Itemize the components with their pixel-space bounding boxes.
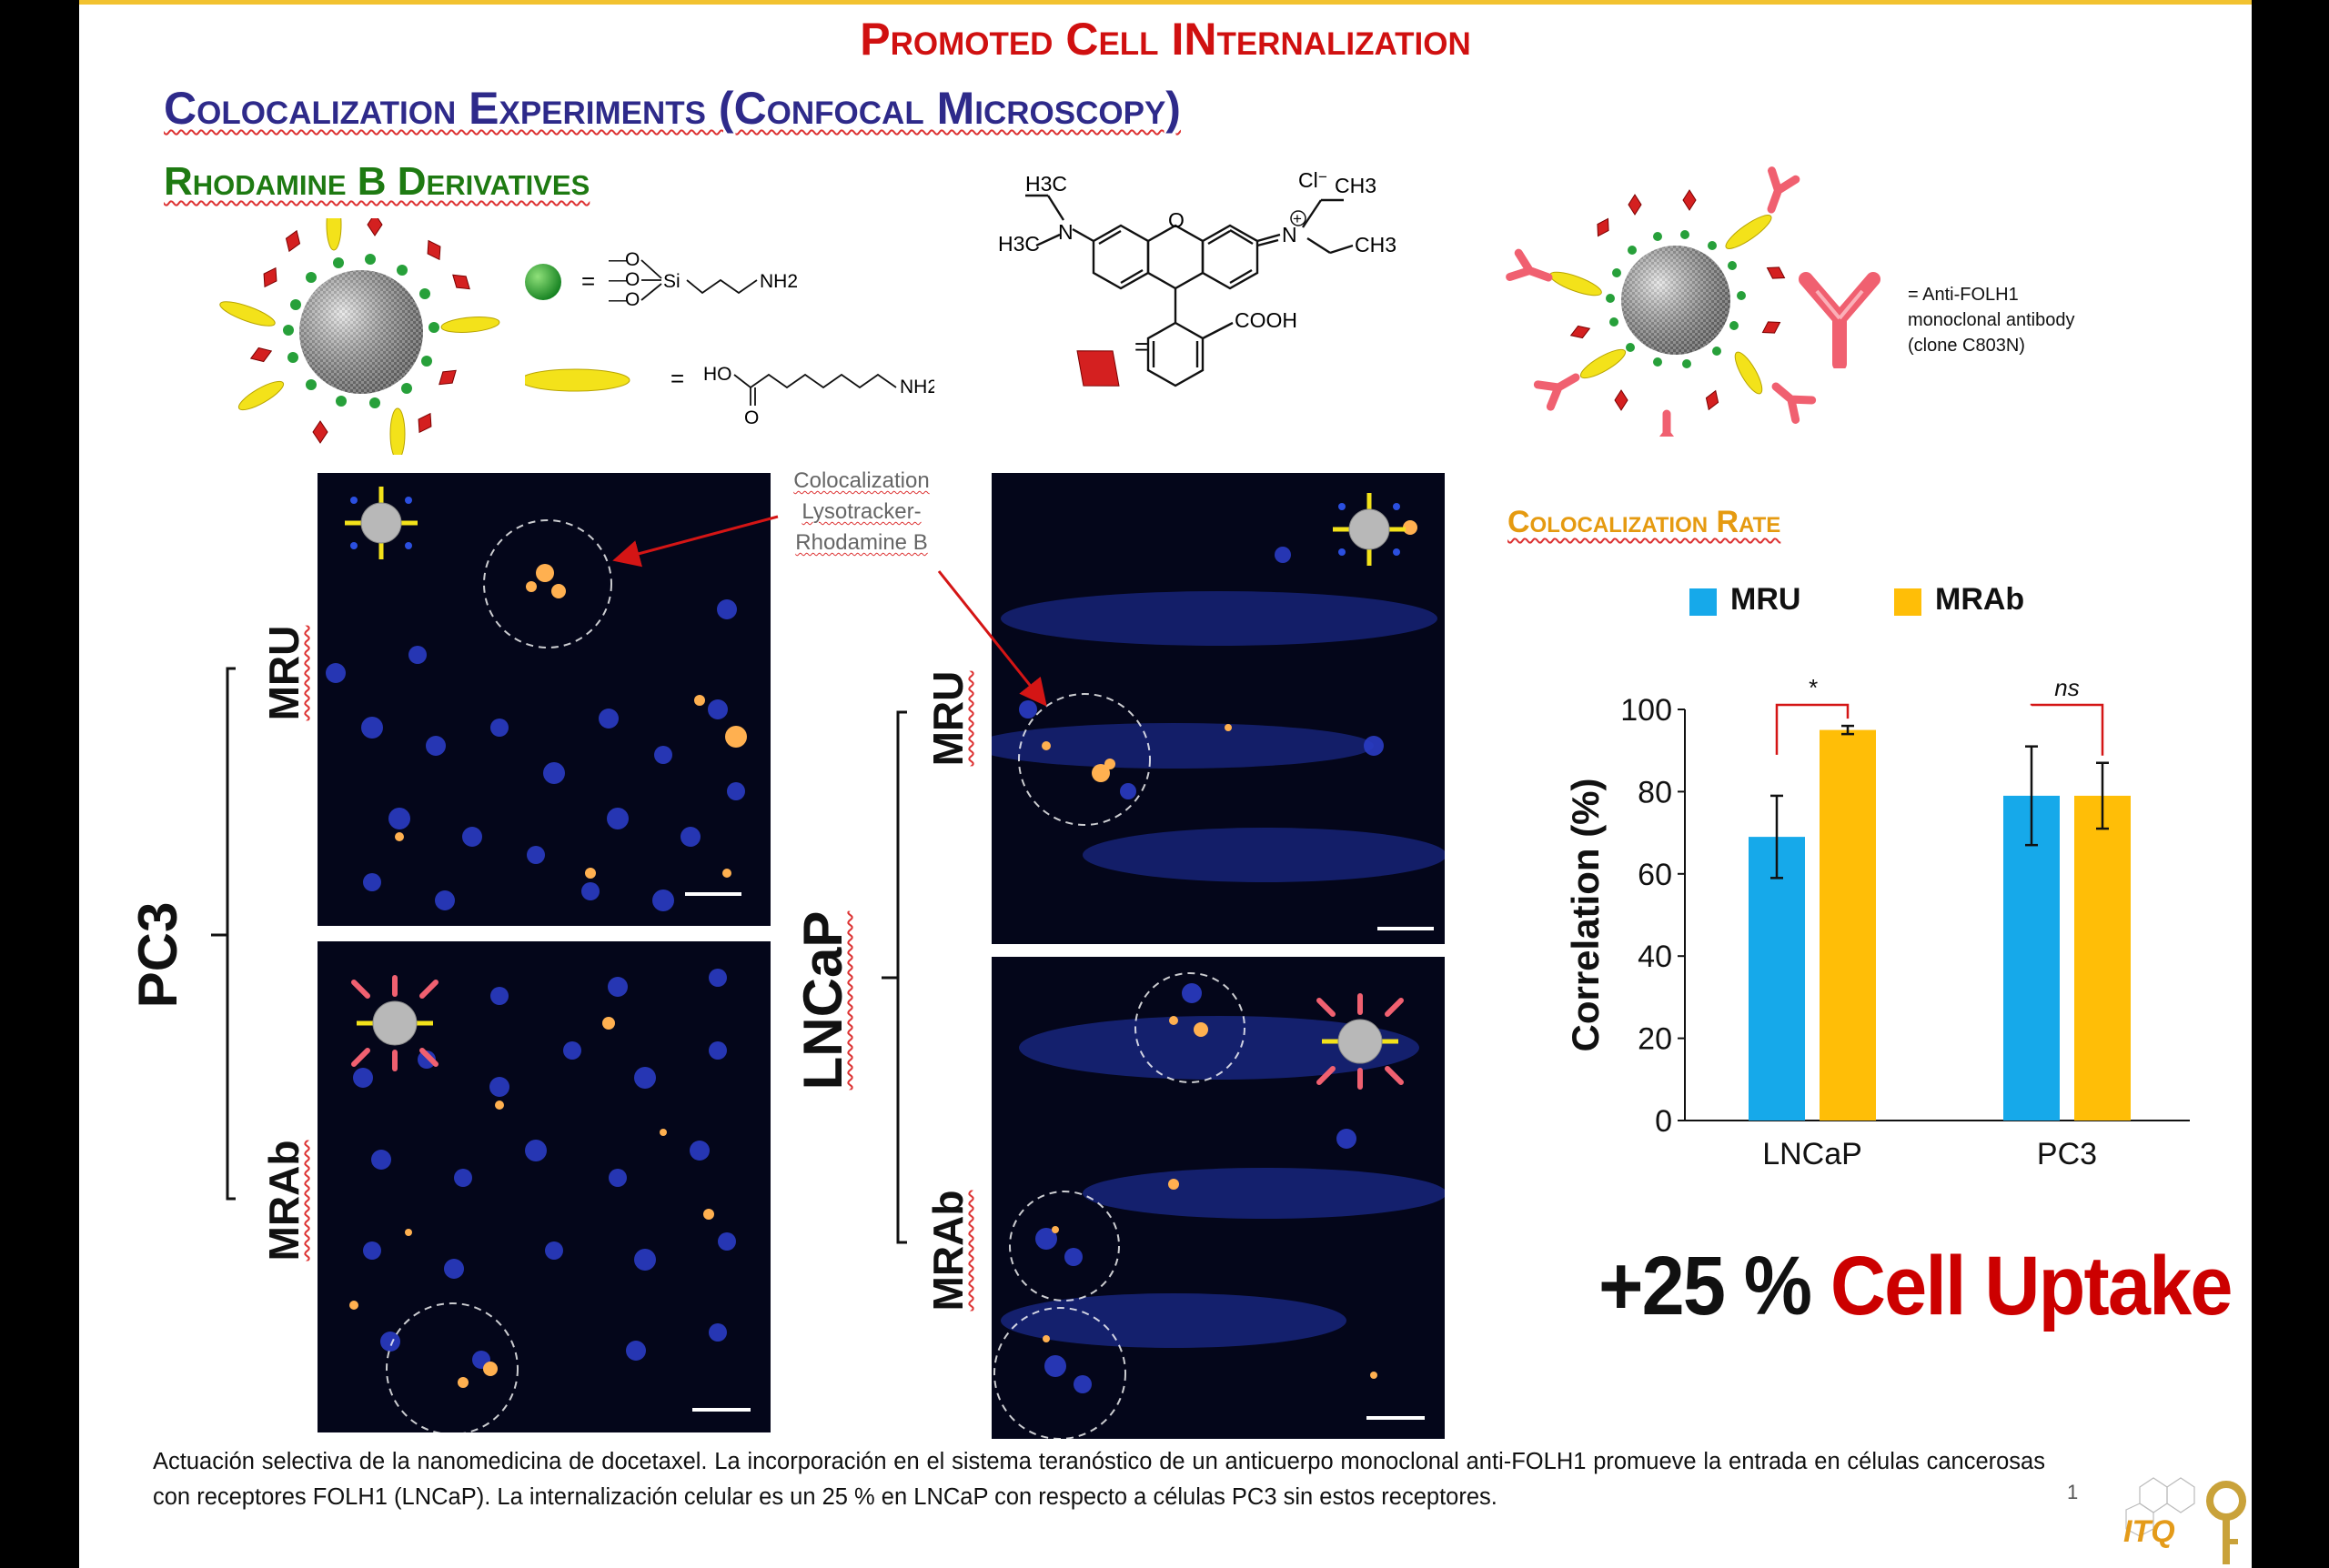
silane-o1: O (625, 249, 640, 270)
bar-mrab-lncap (1820, 729, 1876, 1121)
significance-label: * (1808, 674, 1818, 701)
micrograph-lncap-mru (992, 473, 1445, 944)
rhodamine-diamond-icon (1076, 350, 1120, 387)
svg-text:—: — (609, 249, 628, 270)
y-tick-label: 80 (1638, 775, 1672, 809)
antibody-legend: = Anti-FOLH1 monoclonal antibody (clone … (1908, 282, 2074, 358)
equals-sign: = (581, 267, 595, 295)
silane-si: Si (663, 271, 681, 292)
rhod-h3c-top: H3C (1025, 172, 1067, 196)
silane-o2: O (625, 269, 640, 290)
bar-mrab-pc3 (2074, 795, 2131, 1121)
chart-legend: MRU MRAb (1689, 582, 2024, 617)
rhod-ch3-top: CH3 (1335, 174, 1376, 197)
bar-mru-pc3 (2003, 795, 2060, 1121)
slide: Promoted Cell INternalization Colocaliza… (79, 0, 2252, 1568)
chart-bars: * ns (1749, 674, 2131, 1121)
acid-o: O (744, 407, 759, 427)
rhod-n-left: N (1058, 220, 1074, 244)
micrograph-pc3-mru (318, 473, 771, 926)
antibody-legend-line1: = Anti-FOLH1 (1908, 285, 2019, 305)
uptake-text: Cell Uptake (1830, 1240, 2233, 1332)
colocalization-chart: MRU MRAb 0 20 40 60 80 100 Correlation (%) LNCaP… (1564, 582, 2190, 1171)
nanoparticle-mru-diagram (219, 218, 500, 455)
aminosilane-sphere-icon (525, 264, 561, 300)
main-title: Promoted Cell INternalization (860, 14, 1471, 65)
itq-logo-text: ITQ (2123, 1514, 2175, 1549)
equals-sign-2: = (670, 365, 684, 392)
svg-text:—: — (609, 269, 628, 290)
y-axis-label: Correlation (%) (1564, 778, 1607, 1051)
scale-bar (685, 892, 741, 896)
rhod-n-right: N (1282, 223, 1297, 246)
x-tick-label: PC3 (2037, 1137, 2097, 1171)
label-mrab-lncap: MRAb (924, 1190, 972, 1312)
annotation-line1: Colocalization (793, 468, 930, 493)
aminoacid-ellipse-icon (525, 368, 630, 392)
scale-bar (1377, 927, 1434, 930)
x-tick-label: LNCaP (1762, 1137, 1862, 1171)
antibody-icon (1799, 272, 1880, 368)
rhod-minus: − (1318, 168, 1327, 186)
label-mru-lncap: MRU (924, 670, 972, 767)
uptake-number: +25 % (1598, 1240, 1812, 1332)
chart-axes: 0 20 40 60 80 100 Correlation (%) LNCaP PC3 (1564, 693, 2190, 1171)
acid-ho: HO (703, 364, 732, 385)
subtitle: Colocalization Experiments (Confocal Mic… (164, 83, 1181, 134)
legend-label-mru: MRU (1730, 582, 1800, 617)
rhod-ch3-bottom: CH3 (1355, 233, 1396, 256)
nanoparticle-mrab-diagram (1444, 164, 1826, 437)
rhodamine-b-structure: O N N + H3C H3C CH3 CH3 Cl − COOH = (998, 168, 1396, 387)
itq-logo: ITQ (2123, 1477, 2246, 1564)
colocalization-annotation: Colocalization Lysotracker- Rhodamine B (771, 466, 953, 558)
uptake-highlight: +25 % Cell Uptake (1598, 1239, 2233, 1334)
y-tick-label: 60 (1638, 858, 1672, 892)
significance-bracket (2030, 703, 2104, 756)
label-pc3: PC3 (127, 901, 188, 1009)
rhod-cooh: COOH (1235, 308, 1297, 332)
micrograph-pc3-mrab (318, 941, 771, 1432)
antibody-legend-line2: monoclonal antibody (1908, 310, 2075, 330)
antibody-legend-line3: (clone C803N) (1908, 336, 2025, 356)
significance-label: ns (2054, 674, 2079, 701)
rhod-plus: + (1293, 210, 1302, 227)
page-number: 1 (2067, 1481, 2079, 1503)
y-tick-label: 0 (1655, 1104, 1672, 1139)
annotation-line3: Rhodamine B (795, 530, 928, 555)
scale-bar (1366, 1416, 1425, 1420)
rhod-h3c-bottom: H3C (998, 232, 1040, 256)
label-mrab-pc3: MRAb (260, 1140, 308, 1261)
legend-label-mrab: MRAb (1935, 582, 2024, 617)
rhod-o: O (1168, 208, 1185, 232)
svg-text:—: — (609, 289, 628, 310)
acid-nh2: NH2 (900, 377, 934, 397)
y-tick-label: 40 (1638, 940, 1672, 974)
rhod-cl: Cl (1298, 168, 1318, 192)
top-accent-line (79, 0, 2252, 5)
legend-swatch-mru (1689, 588, 1717, 616)
chart-title: Colocalization Rate (1507, 505, 1781, 539)
silane-o3: O (625, 289, 640, 310)
label-lncap: LNCaP (792, 910, 853, 1091)
caption: Actuación selectiva de la nanomedicina d… (153, 1449, 2045, 1510)
annotation-line2: Lysotracker- (802, 499, 922, 524)
y-tick-label: 20 (1638, 1022, 1672, 1057)
scale-bar (692, 1408, 751, 1412)
micrograph-lncap-mrab (992, 957, 1445, 1439)
legend-swatch-mrab (1894, 588, 1921, 616)
significance-bracket (1775, 703, 1850, 755)
y-tick-label: 100 (1620, 693, 1672, 728)
section-title: Rhodamine B Derivatives (164, 159, 590, 204)
bar-mru-lncap (1749, 837, 1805, 1121)
silane-nh2: NH2 (760, 271, 798, 292)
equals-sign-3: = (1134, 333, 1148, 360)
linker-legend: = — O — O — O Si NH2 = HO O NH2 (525, 249, 934, 427)
label-mru-pc3: MRU (260, 625, 308, 721)
